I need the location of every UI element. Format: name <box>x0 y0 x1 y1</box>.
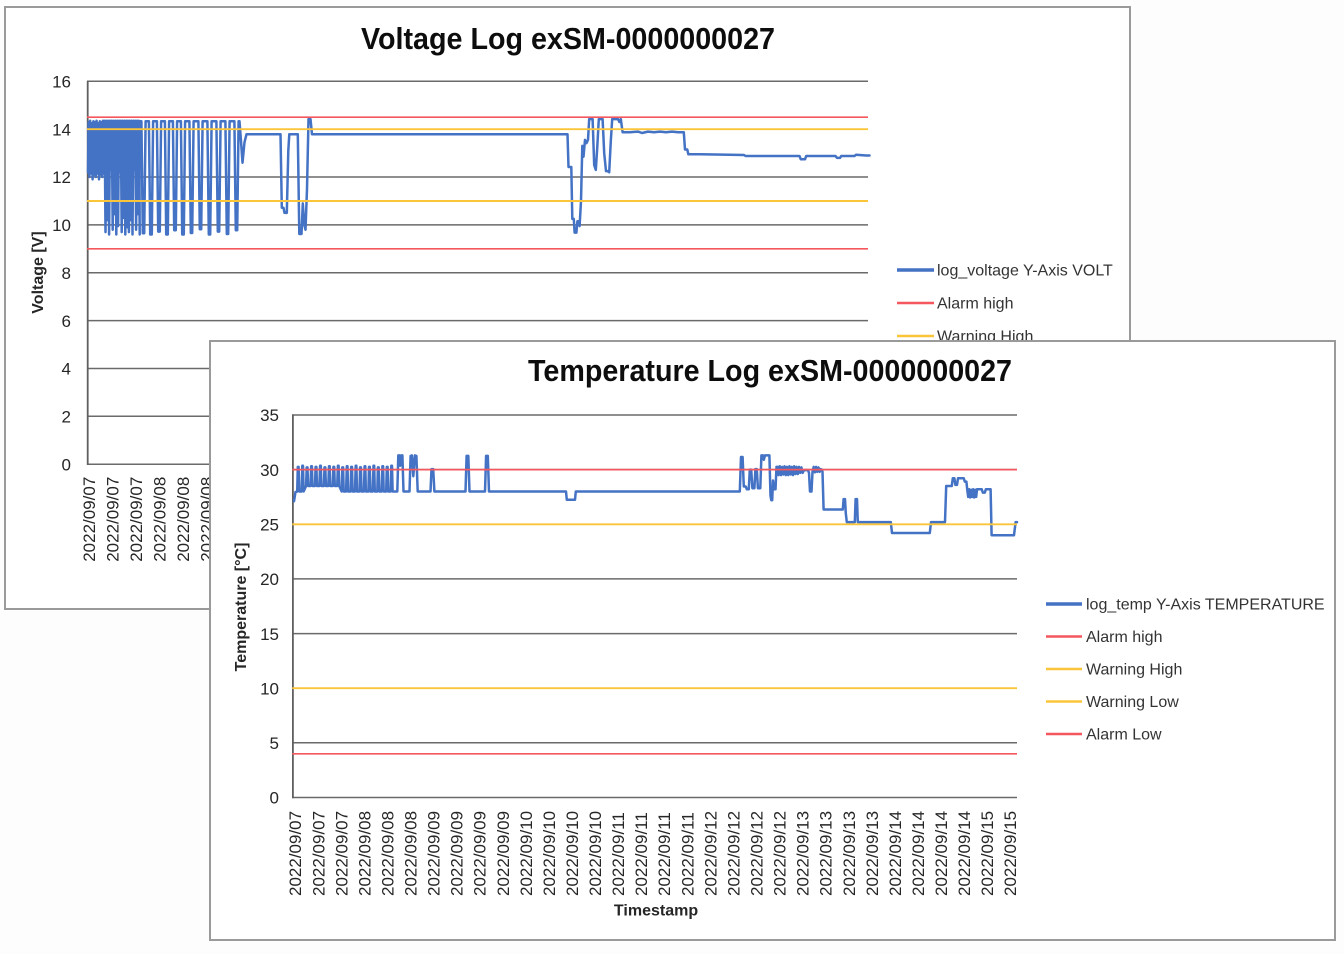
svg-text:2022/09/07: 2022/09/07 <box>286 811 305 896</box>
svg-text:Alarm high: Alarm high <box>937 296 1013 313</box>
svg-text:14: 14 <box>52 120 71 139</box>
svg-text:2022/09/07: 2022/09/07 <box>104 477 123 562</box>
svg-text:2022/09/08: 2022/09/08 <box>355 811 374 896</box>
svg-text:2022/09/07: 2022/09/07 <box>332 811 351 896</box>
svg-text:2022/09/08: 2022/09/08 <box>379 811 398 896</box>
svg-text:2022/09/08: 2022/09/08 <box>174 477 193 562</box>
svg-text:2022/09/12: 2022/09/12 <box>724 811 743 896</box>
svg-text:0: 0 <box>62 455 71 474</box>
svg-text:10: 10 <box>260 679 279 698</box>
svg-text:2022/09/12: 2022/09/12 <box>701 811 720 896</box>
svg-text:2022/09/13: 2022/09/13 <box>794 811 813 896</box>
svg-text:Voltage [V]: Voltage [V] <box>30 231 47 313</box>
svg-text:2022/09/09: 2022/09/09 <box>448 811 467 896</box>
svg-text:2022/09/08: 2022/09/08 <box>151 477 170 562</box>
svg-text:10: 10 <box>52 216 71 235</box>
svg-text:25: 25 <box>260 515 279 534</box>
svg-text:2022/09/12: 2022/09/12 <box>771 811 790 896</box>
svg-text:2022/09/10: 2022/09/10 <box>563 811 582 896</box>
svg-text:8: 8 <box>62 264 71 283</box>
svg-text:log_temp Y-Axis TEMPERATURE: log_temp Y-Axis TEMPERATURE <box>1086 597 1325 614</box>
svg-text:Warning Low: Warning Low <box>1086 694 1179 711</box>
svg-text:2022/09/13: 2022/09/13 <box>863 811 882 896</box>
svg-text:2022/09/11: 2022/09/11 <box>632 812 651 896</box>
svg-text:2022/09/15: 2022/09/15 <box>1001 811 1020 896</box>
svg-text:2022/09/11: 2022/09/11 <box>609 812 628 896</box>
svg-text:2022/09/10: 2022/09/10 <box>540 811 559 896</box>
svg-text:2022/09/13: 2022/09/13 <box>817 811 836 896</box>
svg-text:2022/09/10: 2022/09/10 <box>517 811 536 896</box>
svg-text:Alarm high: Alarm high <box>1086 629 1162 646</box>
svg-text:2022/09/09: 2022/09/09 <box>425 811 444 896</box>
svg-text:35: 35 <box>260 406 279 425</box>
svg-text:2022/09/12: 2022/09/12 <box>748 811 767 896</box>
svg-text:2022/09/11: 2022/09/11 <box>678 812 697 896</box>
svg-text:30: 30 <box>260 461 279 480</box>
svg-text:2022/09/14: 2022/09/14 <box>932 811 951 896</box>
svg-text:2022/09/14: 2022/09/14 <box>909 811 928 896</box>
svg-text:2022/09/10: 2022/09/10 <box>586 811 605 896</box>
svg-text:15: 15 <box>260 625 279 644</box>
svg-text:2022/09/09: 2022/09/09 <box>494 811 513 896</box>
svg-text:2022/09/11: 2022/09/11 <box>655 812 674 896</box>
svg-text:log_voltage Y-Axis VOLT: log_voltage Y-Axis VOLT <box>937 263 1113 280</box>
svg-text:2022/09/07: 2022/09/07 <box>80 477 99 562</box>
svg-text:Temperature [°C]: Temperature [°C] <box>233 543 250 672</box>
svg-text:2: 2 <box>62 408 71 427</box>
svg-text:12: 12 <box>52 168 71 187</box>
svg-text:6: 6 <box>62 312 71 331</box>
svg-text:2022/09/08: 2022/09/08 <box>402 811 421 896</box>
svg-text:2022/09/15: 2022/09/15 <box>978 811 997 896</box>
svg-text:0: 0 <box>270 789 279 808</box>
svg-text:Temperature Log exSM-000000002: Temperature Log exSM-0000000027 <box>528 354 1012 388</box>
svg-text:5: 5 <box>270 734 279 753</box>
svg-text:16: 16 <box>52 73 71 92</box>
svg-text:2022/09/07: 2022/09/07 <box>309 811 328 896</box>
svg-text:Warning High: Warning High <box>1086 662 1182 679</box>
svg-text:2022/09/09: 2022/09/09 <box>471 811 490 896</box>
svg-text:20: 20 <box>260 570 279 589</box>
svg-text:2022/09/14: 2022/09/14 <box>955 811 974 896</box>
svg-text:2022/09/14: 2022/09/14 <box>886 811 905 896</box>
svg-text:2022/09/13: 2022/09/13 <box>840 811 859 896</box>
svg-text:4: 4 <box>62 360 71 379</box>
svg-text:Voltage Log exSM-0000000027: Voltage Log exSM-0000000027 <box>361 22 775 56</box>
svg-text:Timestamp: Timestamp <box>614 903 698 920</box>
svg-text:2022/09/07: 2022/09/07 <box>127 477 146 562</box>
svg-text:Alarm Low: Alarm Low <box>1086 727 1162 744</box>
